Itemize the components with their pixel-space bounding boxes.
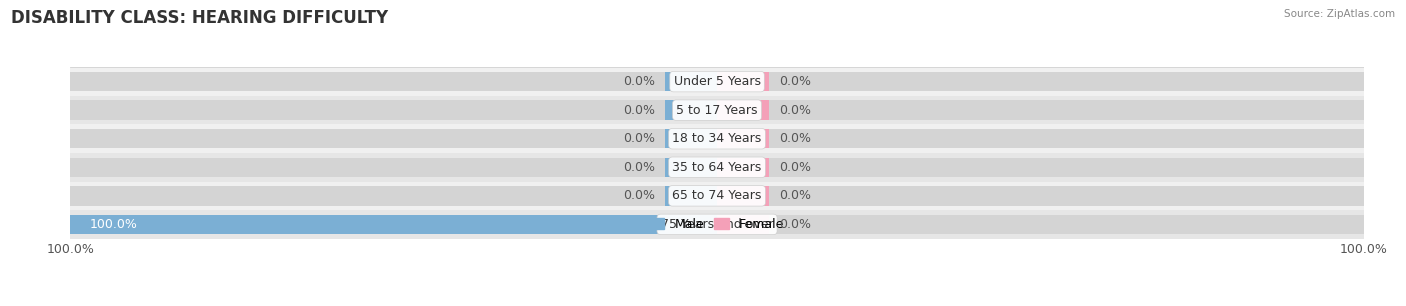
Text: DISABILITY CLASS: HEARING DIFFICULTY: DISABILITY CLASS: HEARING DIFFICULTY <box>11 9 388 27</box>
Text: 75 Years and over: 75 Years and over <box>661 218 773 231</box>
Text: 65 to 74 Years: 65 to 74 Years <box>672 189 762 202</box>
Bar <box>665 72 717 91</box>
Bar <box>70 67 1364 96</box>
Bar <box>665 129 717 148</box>
Text: 100.0%: 100.0% <box>90 218 138 231</box>
Bar <box>70 129 1364 148</box>
Bar <box>717 100 769 120</box>
Legend: Male, Female: Male, Female <box>644 213 790 236</box>
Text: 5 to 17 Years: 5 to 17 Years <box>676 104 758 117</box>
Bar <box>70 181 1364 210</box>
Bar <box>717 129 769 148</box>
Bar <box>717 72 769 91</box>
Text: 18 to 34 Years: 18 to 34 Years <box>672 132 762 145</box>
Bar <box>717 186 769 206</box>
Text: 0.0%: 0.0% <box>779 75 811 88</box>
Bar <box>717 215 769 234</box>
Text: Under 5 Years: Under 5 Years <box>673 75 761 88</box>
Text: 0.0%: 0.0% <box>779 104 811 117</box>
Text: 0.0%: 0.0% <box>623 75 655 88</box>
Bar <box>70 100 1364 120</box>
Text: 0.0%: 0.0% <box>623 189 655 202</box>
Text: Source: ZipAtlas.com: Source: ZipAtlas.com <box>1284 9 1395 19</box>
Bar <box>70 210 1364 239</box>
Bar <box>665 186 717 206</box>
Text: 0.0%: 0.0% <box>779 161 811 174</box>
Bar <box>70 72 1364 91</box>
Bar <box>70 186 1364 206</box>
Bar <box>665 100 717 120</box>
Text: 0.0%: 0.0% <box>779 189 811 202</box>
Bar <box>717 158 769 177</box>
Bar <box>70 158 1364 177</box>
Bar <box>70 125 1364 153</box>
Text: 0.0%: 0.0% <box>779 218 811 231</box>
Text: 0.0%: 0.0% <box>623 132 655 145</box>
Bar <box>665 158 717 177</box>
Text: 35 to 64 Years: 35 to 64 Years <box>672 161 762 174</box>
Text: 0.0%: 0.0% <box>623 104 655 117</box>
Bar <box>70 96 1364 125</box>
Bar <box>70 153 1364 181</box>
Bar <box>70 215 1364 234</box>
Text: 0.0%: 0.0% <box>623 161 655 174</box>
Text: 0.0%: 0.0% <box>779 132 811 145</box>
Bar <box>70 215 717 234</box>
